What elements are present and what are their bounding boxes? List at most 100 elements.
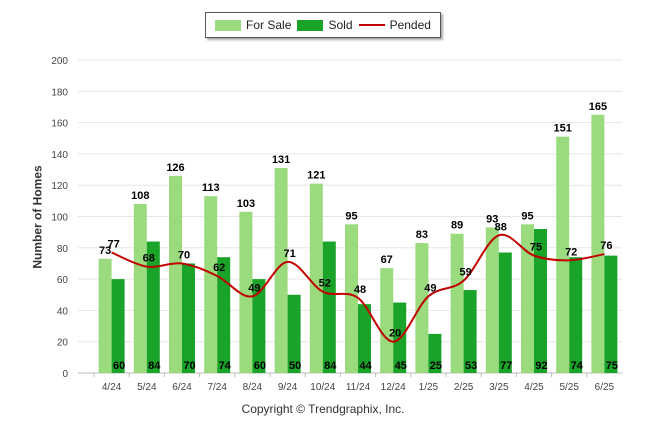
- x-tick-label: 4/24: [102, 382, 122, 393]
- x-tick-label: 8/24: [243, 382, 263, 393]
- x-tick-label: 4/25: [524, 382, 544, 393]
- x-tick-label: 6/25: [595, 382, 615, 393]
- data-label-for-sale: 131: [272, 154, 290, 166]
- legend-label-pended: Pended: [389, 18, 431, 32]
- data-label-sold: 84: [324, 360, 337, 372]
- data-label-for-sale: 121: [307, 170, 325, 182]
- data-label-sold: 50: [289, 360, 301, 372]
- x-tick-label: 12/24: [381, 382, 406, 393]
- data-label-pended: 70: [178, 249, 190, 261]
- data-label-for-sale: 108: [131, 190, 149, 202]
- data-label-pended: 72: [565, 246, 577, 258]
- copyright-text: Copyright © Trendgraphix, Inc.: [241, 402, 405, 416]
- x-tick-label: 11/24: [346, 382, 371, 393]
- data-label-sold: 84: [148, 360, 161, 372]
- bar-for-sale: [380, 268, 394, 373]
- x-tick-label: 9/24: [278, 382, 298, 393]
- bar-sold: [287, 294, 301, 373]
- bar-for-sale: [204, 196, 218, 373]
- bar-for-sale: [239, 211, 253, 373]
- bar-for-sale: [309, 183, 323, 373]
- bar-for-sale: [133, 203, 147, 373]
- bar-sold: [569, 257, 583, 373]
- data-label-for-sale: 151: [554, 123, 572, 135]
- legend-item-pended: Pended: [358, 18, 431, 32]
- data-label-sold: 44: [359, 360, 372, 372]
- data-label-pended: 49: [248, 282, 260, 294]
- data-label-sold: 77: [500, 360, 512, 372]
- data-label-sold: 60: [113, 360, 125, 372]
- data-label-pended: 49: [424, 282, 436, 294]
- y-tick-label: 140: [51, 150, 68, 161]
- legend-item-sold: Sold: [297, 18, 353, 32]
- legend-item-for-sale: For Sale: [215, 18, 291, 32]
- y-tick-label: 0: [62, 369, 68, 380]
- data-label-sold: 92: [535, 360, 547, 372]
- data-label-sold: 25: [430, 360, 442, 372]
- data-label-pended: 20: [389, 328, 401, 340]
- bar-for-sale: [98, 258, 112, 373]
- data-label-pended: 76: [600, 240, 612, 252]
- bar-for-sale: [345, 224, 358, 373]
- data-label-pended: 62: [213, 262, 225, 274]
- data-label-sold: 45: [395, 360, 407, 372]
- x-tick-label: 10/24: [310, 382, 335, 393]
- x-tick-label: 5/25: [559, 382, 579, 393]
- y-tick-label: 20: [57, 338, 69, 349]
- data-label-pended: 71: [283, 248, 295, 260]
- bar-for-sale: [521, 224, 534, 373]
- y-tick-label: 80: [57, 244, 69, 255]
- data-label-for-sale: 67: [381, 254, 393, 266]
- bar-sold: [498, 252, 512, 373]
- pended-swatch: [358, 24, 385, 26]
- bar-sold: [217, 257, 231, 373]
- y-axis-label: Number of Homes: [30, 165, 45, 269]
- bar-sold: [358, 304, 371, 373]
- data-label-for-sale: 126: [166, 162, 184, 174]
- data-label-for-sale: 95: [345, 210, 357, 222]
- chart-legend: For Sale Sold Pended: [205, 12, 441, 38]
- x-tick-label: 6/24: [172, 382, 192, 393]
- sold-swatch: [297, 19, 324, 31]
- bar-for-sale: [591, 114, 605, 374]
- y-tick-label: 200: [51, 56, 68, 67]
- bar-sold: [604, 255, 618, 373]
- data-label-sold: 74: [219, 360, 232, 372]
- data-label-for-sale: 103: [237, 198, 255, 210]
- data-label-sold: 75: [606, 360, 618, 372]
- bar-for-sale: [556, 136, 570, 373]
- data-label-pended: 75: [530, 242, 542, 254]
- data-label-sold: 74: [571, 360, 584, 372]
- bar-for-sale: [169, 175, 182, 373]
- pended-line: [111, 233, 605, 343]
- bar-sold: [252, 279, 266, 373]
- bar-sold: [428, 333, 442, 373]
- x-tick-label: 1/25: [419, 382, 439, 393]
- data-label-pended: 77: [107, 238, 119, 250]
- data-label-for-sale: 83: [416, 229, 428, 241]
- y-tick-label: 40: [57, 306, 69, 317]
- for-sale-swatch: [215, 19, 242, 31]
- data-label-for-sale: 113: [202, 182, 220, 194]
- data-label-for-sale: 73: [99, 245, 111, 257]
- bar-for-sale: [485, 227, 499, 373]
- legend-label-for-sale: For Sale: [246, 18, 292, 32]
- bar-sold: [534, 229, 547, 373]
- data-label-sold: 60: [254, 360, 266, 372]
- data-label-pended: 68: [143, 253, 155, 265]
- y-tick-label: 180: [51, 87, 68, 98]
- bar-sold: [463, 290, 477, 373]
- x-tick-label: 2/25: [454, 382, 474, 393]
- bar-for-sale: [274, 167, 288, 373]
- y-tick-label: 160: [51, 119, 68, 130]
- data-label-pended: 52: [319, 278, 331, 290]
- y-tick-label: 100: [51, 213, 68, 224]
- data-label-for-sale: 93: [486, 213, 498, 225]
- data-label-sold: 53: [465, 360, 477, 372]
- bar-sold: [111, 279, 125, 373]
- x-tick-label: 3/25: [489, 382, 509, 393]
- y-tick-label: 60: [57, 275, 69, 286]
- bar-for-sale: [450, 233, 464, 373]
- bar-sold: [182, 263, 195, 373]
